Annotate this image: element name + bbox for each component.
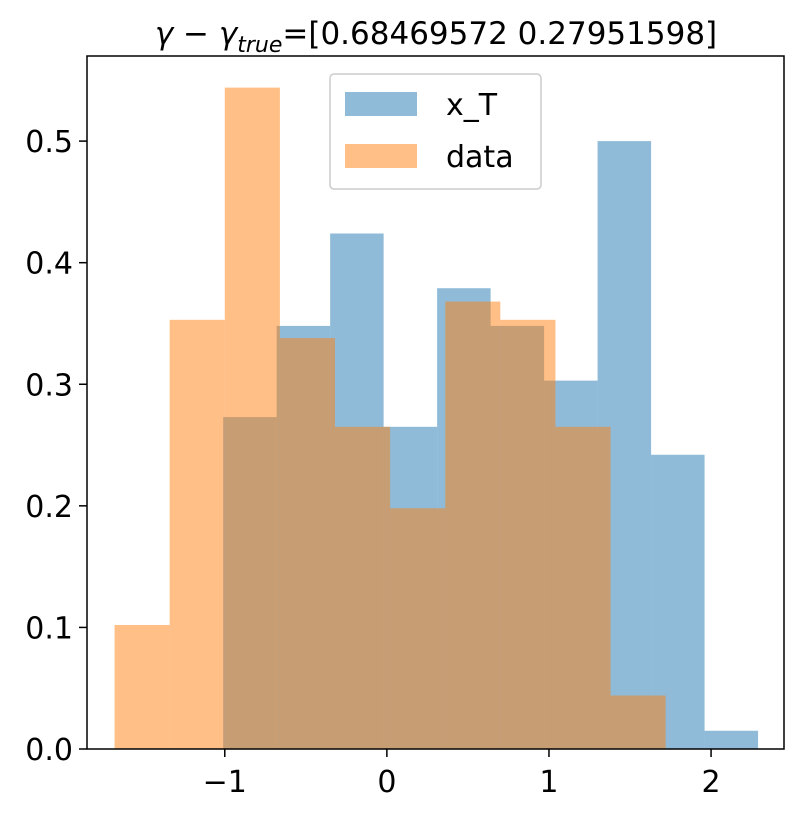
histogram-bar [610,695,666,749]
legend-swatch [345,144,417,168]
series-data-bars [114,87,666,749]
y-tick-label: 0.0 [25,733,73,768]
histogram-bar [704,730,759,749]
histogram-bar [390,508,446,749]
x-tick-label: 0 [377,765,396,800]
histogram-bar [500,319,556,749]
axes-frame [86,55,785,750]
histogram-bar [445,301,501,749]
histogram-bar [224,87,280,749]
y-tick-label: 0.4 [25,247,73,282]
legend-swatch [345,92,417,116]
y-tick-label: 0.5 [25,125,73,160]
x-axis-ticks: −1 0 1 2 [203,749,721,800]
title-prefix: γ − γ [155,16,239,52]
y-tick-label: 0.3 [25,368,73,403]
y-axis-ticks: 0.0 0.1 0.2 0.3 0.4 0.5 [25,125,87,768]
histogram-bar [169,319,225,749]
histogram-bar [279,338,336,749]
histogram-bar [114,624,170,749]
x-tick-label: 1 [539,765,558,800]
histogram-bar [335,426,391,749]
y-tick-label: 0.2 [25,490,73,525]
legend-label: data [446,140,514,175]
title-subscript: true [237,33,282,58]
x-tick-label: −1 [203,765,247,800]
chart-title: γ − γtrue=[0.68469572 0.27951598] [155,16,717,58]
bars-layer [114,87,759,750]
legend-label: x_T [446,88,498,123]
title-suffix: =[0.68469572 0.27951598] [282,16,717,52]
histogram-bar [555,426,611,749]
y-tick-label: 0.1 [25,611,73,646]
x-tick-label: 2 [702,765,721,800]
